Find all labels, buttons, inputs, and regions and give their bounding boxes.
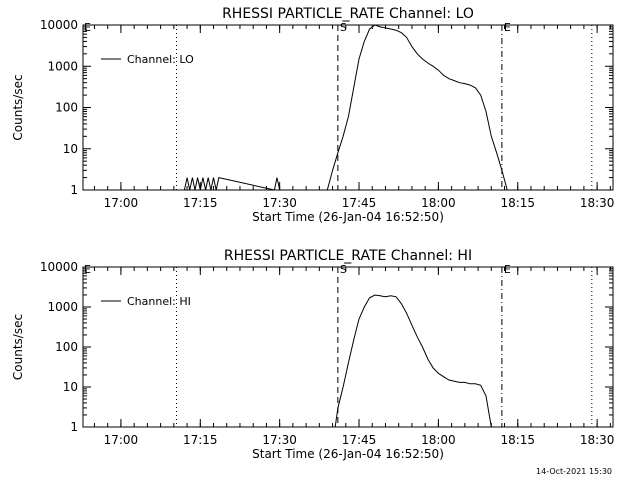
series-line <box>183 24 508 191</box>
y-tick-label: 100 <box>55 101 78 115</box>
x-tick-label: 18:30 <box>580 433 615 447</box>
top-panel-lo: RHESSI PARTICLE_RATE Channel: LO 1 10 100 10… <box>11 6 614 224</box>
y-tick-label: 10000 <box>40 18 78 32</box>
generated-timestamp: 14-Oct-2021 15:30 <box>536 467 612 476</box>
chart-title: RHESSI PARTICLE_RATE Channel: LO <box>222 6 474 22</box>
marker-label: S <box>340 21 347 34</box>
y-tick-label: 1 <box>70 183 78 197</box>
plot-frame <box>82 24 614 191</box>
marker-label: E <box>504 21 511 34</box>
y-tick-label: 1 <box>70 420 78 434</box>
y-axis-label: Counts/sec <box>11 74 25 140</box>
y-tick-label: 1000 <box>47 59 78 73</box>
chart-title: RHESSI PARTICLE_RATE Channel: HI <box>224 248 472 264</box>
marker-label: E <box>504 263 511 276</box>
plot-frame <box>82 266 614 428</box>
x-tick-label: 17:15 <box>183 433 218 447</box>
edge-marker-label: E <box>84 21 91 34</box>
y-tick-label: 1000 <box>47 300 78 314</box>
x-tick-label: 18:15 <box>500 196 535 210</box>
x-tick-label: 17:45 <box>342 196 377 210</box>
x-tick-label: 17:45 <box>342 433 377 447</box>
y-tick-label: 10 <box>63 380 78 394</box>
x-tick-label: 18:00 <box>421 433 456 447</box>
bottom-panel-hi: RHESSI PARTICLE_RATE Channel: HI 1 10 100 10… <box>11 248 614 461</box>
x-tick-label: 17:30 <box>262 433 297 447</box>
x-tick-label: 17:15 <box>183 196 218 210</box>
legend-entry: Channel: LO <box>127 53 194 66</box>
x-tick-label: 17:00 <box>104 433 139 447</box>
y-tick-label: 10000 <box>40 260 78 274</box>
marker-label: S <box>340 263 347 276</box>
legend-entry: Channel: HI <box>127 295 191 308</box>
x-axis-label: Start Time (26-Jan-04 16:52:50) <box>252 447 444 461</box>
x-axis-label: Start Time (26-Jan-04 16:52:50) <box>252 210 444 224</box>
series-line <box>334 294 492 428</box>
y-axis-label: Counts/sec <box>11 314 25 380</box>
y-tick-label: 100 <box>55 340 78 354</box>
x-tick-label: 18:15 <box>500 433 535 447</box>
x-tick-label: 17:00 <box>104 196 139 210</box>
x-tick-label: 18:00 <box>421 196 456 210</box>
y-tick-label: 10 <box>63 142 78 156</box>
x-tick-label: 17:30 <box>262 196 297 210</box>
edge-marker-label: E <box>84 263 91 276</box>
x-tick-label: 18:30 <box>580 196 615 210</box>
